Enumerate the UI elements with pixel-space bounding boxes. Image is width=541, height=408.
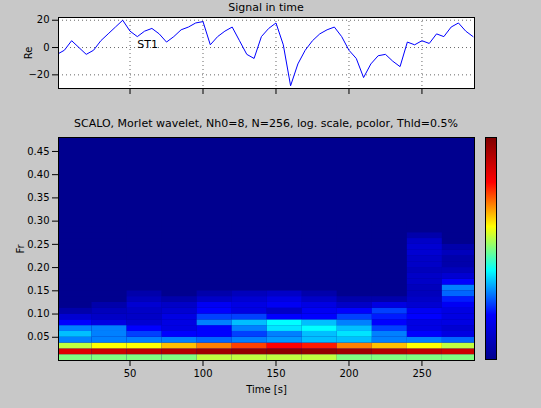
svg-text:0.20: 0.20 <box>27 262 49 273</box>
svg-text:−20: −20 <box>28 69 49 80</box>
svg-text:0.40: 0.40 <box>27 169 49 180</box>
svg-text:0: 0 <box>43 42 49 53</box>
svg-text:0.15: 0.15 <box>27 285 49 296</box>
svg-text:50: 50 <box>124 368 137 379</box>
svg-text:0.25: 0.25 <box>27 239 49 250</box>
svg-text:20: 20 <box>37 14 50 25</box>
svg-text:0.05: 0.05 <box>27 331 49 342</box>
svg-text:Re: Re <box>23 47 34 60</box>
svg-text:Time [s]: Time [s] <box>245 384 287 395</box>
svg-text:0.30: 0.30 <box>27 215 49 226</box>
svg-text:0.10: 0.10 <box>27 308 49 319</box>
svg-text:Fr: Fr <box>15 244 26 254</box>
svg-text:150: 150 <box>266 368 285 379</box>
svg-text:250: 250 <box>412 368 431 379</box>
svg-text:100: 100 <box>193 368 212 379</box>
html-text:SCALO, Morlet wavelet, Nh0=8,: SCALO, Morlet wavelet, Nh0=8, N=256, log… <box>74 117 458 130</box>
svg-text:0.35: 0.35 <box>27 192 49 203</box>
svg-text:200: 200 <box>339 368 358 379</box>
svg-text:0.45: 0.45 <box>27 146 49 157</box>
html-text:Signal in time: Signal in time <box>228 1 304 14</box>
svg-text:ST1: ST1 <box>137 38 158 51</box>
